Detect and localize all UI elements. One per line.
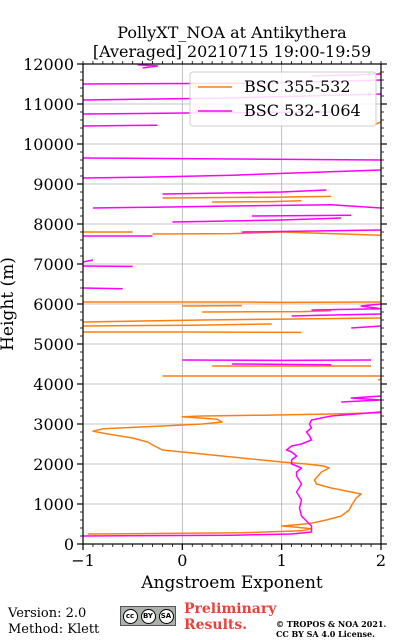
preliminary-line-2: Results.	[184, 617, 248, 633]
chart-title: PollyXT_NOA at Antikythera	[117, 23, 347, 42]
axis-ticks: −1 0 1 201000200030004000500060007000800090…	[23, 55, 387, 570]
y-tick-label: 3000	[33, 415, 74, 434]
cc-license-icon: cc BY SA	[120, 606, 176, 626]
x-tick-label: 1	[277, 551, 287, 570]
by-icon: BY	[140, 608, 156, 624]
y-tick-label: 2000	[33, 455, 74, 474]
chart: PollyXT_NOA at Antikythera [Averaged] 20…	[0, 23, 387, 593]
copyright-line-1: © TROPOS & NOA 2021.	[276, 619, 387, 629]
copyright-line-2: CC BY SA 4.0 License.	[276, 629, 375, 639]
x-tick-label: −1	[71, 551, 95, 570]
y-axis-title: Height (m)	[0, 257, 18, 351]
cc-icon: cc	[122, 608, 138, 624]
series-line-1	[82, 64, 382, 537]
y-tick-label: 9000	[33, 175, 74, 194]
legend-box	[189, 71, 377, 127]
legend: BSC 355-532 BSC 532-1064	[189, 71, 377, 127]
series-line-0	[82, 72, 382, 535]
x-axis-title: Angstroem Exponent	[140, 573, 323, 593]
legend-label-bsc-532-1064: BSC 532-1064	[244, 101, 361, 120]
preliminary-line-1: Preliminary	[184, 601, 277, 617]
y-tick-label: 11000	[23, 95, 74, 114]
y-tick-label: 6000	[33, 295, 74, 314]
sa-icon: SA	[158, 608, 174, 624]
preliminary-notice: Preliminary Results.	[184, 601, 276, 633]
y-tick-label: 12000	[23, 55, 74, 74]
legend-label-bsc-355-532: BSC 355-532	[244, 77, 351, 96]
y-tick-label: 5000	[33, 335, 74, 354]
version-text: Version: 2.0	[8, 606, 87, 621]
y-tick-label: 10000	[23, 135, 74, 154]
y-tick-label: 0	[64, 535, 74, 554]
x-tick-label: 2	[376, 551, 386, 570]
y-tick-label: 7000	[33, 255, 74, 274]
y-tick-label: 4000	[33, 375, 74, 394]
copyright-notice: © TROPOS & NOA 2021. CC BY SA 4.0 Licens…	[276, 619, 386, 639]
x-tick-label: 0	[177, 551, 187, 570]
y-tick-label: 1000	[33, 495, 74, 514]
chart-subtitle: [Averaged] 20210715 19:00-19:59	[93, 42, 371, 61]
series-lines	[82, 64, 382, 537]
method-text: Method: Klett	[8, 622, 100, 637]
footer-info: Version: 2.0 Method: Klett	[8, 606, 99, 638]
grid	[83, 64, 381, 544]
y-tick-label: 8000	[33, 215, 74, 234]
